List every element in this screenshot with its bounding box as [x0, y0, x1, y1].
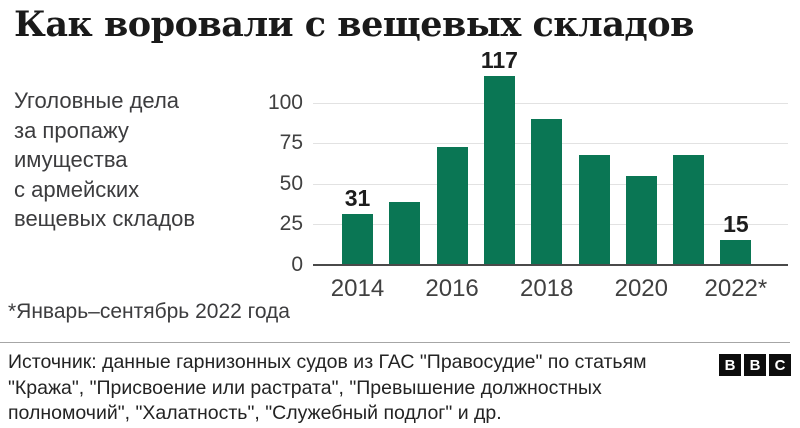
bar-2022	[720, 240, 752, 265]
source-line: полномочий", "Халатность", "Служебный по…	[8, 402, 502, 424]
y-tick-label: 50	[279, 171, 303, 195]
bbc-logo-letter: B	[719, 354, 741, 376]
bar-2021	[673, 154, 705, 265]
subtitle-line: имущества	[14, 147, 128, 172]
source-attribution: Источник: данные гарнизонных судов из ГА…	[8, 350, 688, 427]
bar-2014	[342, 214, 373, 265]
bar-2019	[578, 154, 610, 265]
x-axis-line	[313, 263, 788, 266]
gridline	[313, 103, 788, 104]
bar-2015	[389, 201, 421, 265]
chart-title: Как воровали с вещевых складов	[14, 4, 694, 45]
bar-2016	[436, 146, 468, 265]
x-tick-label: 2020	[614, 275, 668, 302]
y-tick-label: 75	[279, 131, 303, 155]
bbc-logo-letter: C	[769, 354, 791, 376]
x-tick-label: 2022*	[704, 275, 768, 302]
subtitle-line: с армейских	[14, 176, 140, 202]
subtitle-line: за пропажу	[14, 117, 129, 143]
x-tick-label: 2016	[425, 275, 479, 302]
x-tick-label: 2014	[330, 275, 385, 302]
subtitle-line: Уголовные дела	[14, 88, 180, 113]
bar-value-label: 31	[344, 185, 371, 212]
subtitle-line: вещевых складов	[14, 206, 196, 231]
source-line: "Кража", "Присвоение или растрата", "Пре…	[8, 376, 602, 399]
bar-2017	[483, 75, 515, 265]
chart-subtitle: Уголовные дела за пропажу имущества с армей…	[14, 86, 195, 234]
x-tick-label: 2018	[519, 275, 574, 302]
source-line: Источник: данные гарнизонных судов из ГА…	[8, 351, 647, 373]
bar-value-label: 117	[480, 46, 518, 73]
bar-value-label: 15	[723, 211, 749, 238]
source-divider-line	[0, 342, 790, 343]
y-tick-label: 25	[279, 212, 303, 236]
bbc-logo-letter: B	[744, 354, 766, 376]
bar-2020	[625, 175, 657, 265]
y-tick-label: 100	[267, 91, 303, 114]
chart-footnote: *Январь–сентябрь 2022 года	[8, 300, 290, 323]
y-tick-label: 0	[291, 252, 303, 276]
bar-2018	[531, 119, 563, 265]
